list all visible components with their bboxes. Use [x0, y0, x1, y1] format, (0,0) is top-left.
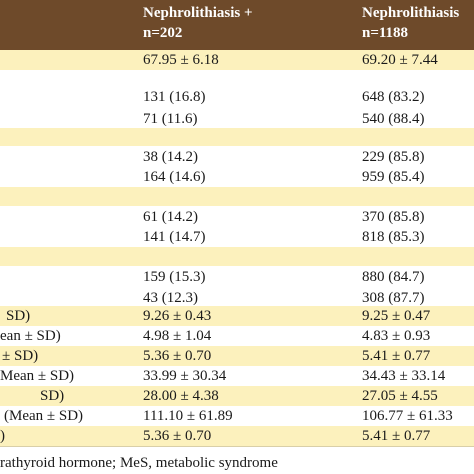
row-label: (Mean ± SD) — [4, 408, 84, 424]
row-label: SD) — [6, 308, 31, 324]
row-band — [0, 386, 474, 406]
cell: 648 (83.2) — [362, 89, 425, 105]
cell: 38 (14.2) — [143, 149, 198, 165]
cell: 69.20 ± 7.44 — [362, 52, 438, 68]
cell: 880 (84.7) — [362, 269, 425, 285]
cell: 5.36 ± 0.70 — [143, 348, 212, 364]
row-label: SD) — [40, 388, 65, 404]
cell: 111.10 ± 61.89 — [143, 408, 233, 424]
column-header: Nephrolithiasis — [362, 5, 460, 21]
cell: 4.98 ± 1.04 — [143, 328, 212, 344]
cell: 159 (15.3) — [143, 269, 206, 285]
cell: 34.43 ± 33.14 — [362, 368, 446, 384]
cell: 4.83 ± 0.93 — [362, 328, 431, 344]
cell: 71 (11.6) — [143, 111, 198, 127]
row-label: ean ± SD) — [0, 328, 61, 344]
cell: 5.41 ± 0.77 — [362, 428, 431, 444]
cell: 131 (16.8) — [143, 89, 206, 105]
footnote: rathyroid hormone; MeS, metabolic syndro… — [0, 455, 278, 471]
cell: 308 (87.7) — [362, 290, 425, 306]
cell: 33.99 ± 30.34 — [143, 368, 227, 384]
cell: 540 (88.4) — [362, 111, 425, 127]
cell: 67.95 ± 6.18 — [143, 52, 219, 68]
cell: 27.05 ± 4.55 — [362, 388, 438, 404]
cell: 959 (85.4) — [362, 169, 425, 185]
cell: 229 (85.8) — [362, 149, 425, 165]
cell: 164 (14.6) — [143, 169, 206, 185]
row-band — [0, 306, 474, 326]
cell: 9.25 ± 0.47 — [362, 308, 431, 324]
row-band — [0, 128, 474, 146]
cell: 5.36 ± 0.70 — [143, 428, 212, 444]
header-band — [0, 0, 474, 50]
column-header: Nephrolithiasis + — [143, 5, 253, 21]
column-header: n=1188 — [362, 25, 409, 41]
table-rule — [0, 446, 474, 447]
row-band — [0, 247, 474, 266]
row-band — [0, 50, 474, 70]
row-band — [0, 187, 474, 206]
cell: 370 (85.8) — [362, 209, 425, 225]
cell: 141 (14.7) — [143, 229, 206, 245]
row-band — [0, 426, 474, 446]
row-label: ± SD) — [2, 348, 39, 364]
column-header: n=202 — [143, 25, 183, 41]
cell: 61 (14.2) — [143, 209, 198, 225]
cell: 43 (12.3) — [143, 290, 198, 306]
row-label: Mean ± SD) — [0, 368, 75, 384]
cell: 5.41 ± 0.77 — [362, 348, 431, 364]
cell: 818 (85.3) — [362, 229, 425, 245]
row-band — [0, 346, 474, 366]
cell: 106.77 ± 61.33 — [362, 408, 453, 424]
cell: 9.26 ± 0.43 — [143, 308, 212, 324]
cell: 28.00 ± 4.38 — [143, 388, 219, 404]
row-label: ) — [0, 428, 5, 444]
